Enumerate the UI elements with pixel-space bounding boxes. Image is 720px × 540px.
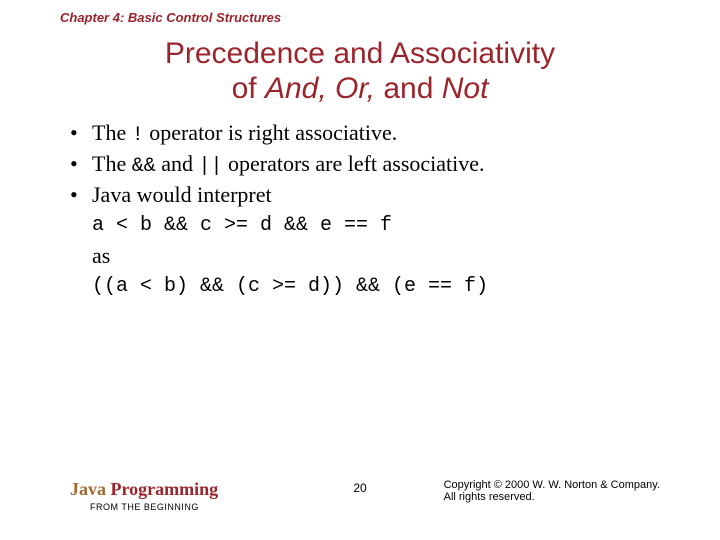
book-subtitle: FROM THE BEGINNING: [70, 502, 218, 512]
bullet-dot: •: [70, 182, 92, 208]
b1-pre: The: [92, 120, 132, 145]
code-expr1: a < b && c >= d && e == f: [0, 214, 720, 237]
copyright-line2: All rights reserved.: [444, 491, 660, 503]
as-label: as: [0, 243, 720, 269]
book-title: Java Programming: [70, 479, 218, 500]
title-and: And,: [265, 72, 327, 105]
code-expr2: ((a < b) && (c >= d)) && (e == f): [0, 275, 720, 298]
copyright-line1: Copyright © 2000 W. W. Norton & Company.: [444, 479, 660, 491]
title-or: Or,: [327, 72, 375, 105]
title-not: Not: [442, 72, 489, 105]
title-line1: Precedence and Associativity: [0, 37, 720, 72]
bullet-dot: •: [70, 151, 92, 178]
b1-op: !: [132, 124, 144, 147]
title-mid: and: [375, 72, 442, 105]
book-prog: Programming: [106, 479, 218, 499]
chapter-header: Chapter 4: Basic Control Structures: [0, 0, 720, 25]
b2-post: operators are left associative.: [223, 151, 485, 176]
bullet-list: • The ! operator is right associative. •…: [0, 120, 720, 208]
copyright: Copyright © 2000 W. W. Norton & Company.…: [444, 479, 660, 503]
footer-left: Java Programming FROM THE BEGINNING: [70, 479, 218, 512]
b2-mid: and: [156, 151, 199, 176]
slide-title: Precedence and Associativity of And, Or,…: [0, 37, 720, 106]
b2-pre: The: [92, 151, 132, 176]
bullet-1-text: The ! operator is right associative.: [92, 120, 660, 147]
bullet-3-text: Java would interpret: [92, 182, 660, 208]
bullet-2-text: The && and || operators are left associa…: [92, 151, 660, 178]
bullet-dot: •: [70, 120, 92, 147]
bullet-3: • Java would interpret: [70, 182, 660, 208]
b1-post: operator is right associative.: [144, 120, 398, 145]
title-of: of: [232, 72, 265, 105]
footer: Java Programming FROM THE BEGINNING 20 C…: [0, 479, 720, 512]
book-java: Java: [70, 479, 106, 499]
page-number: 20: [353, 481, 366, 495]
bullet-1: • The ! operator is right associative.: [70, 120, 660, 147]
b2-op2: ||: [198, 155, 222, 178]
title-line2: of And, Or, and Not: [0, 72, 720, 107]
b2-op1: &&: [132, 155, 156, 178]
bullet-2: • The && and || operators are left assoc…: [70, 151, 660, 178]
